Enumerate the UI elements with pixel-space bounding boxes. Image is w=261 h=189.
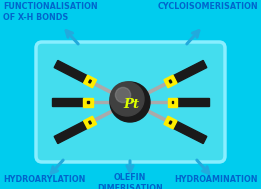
Polygon shape — [143, 101, 168, 103]
Polygon shape — [173, 121, 207, 144]
Polygon shape — [128, 99, 132, 105]
Polygon shape — [84, 75, 97, 88]
Polygon shape — [172, 101, 174, 103]
Polygon shape — [93, 101, 117, 103]
Polygon shape — [94, 107, 119, 121]
Text: Pt: Pt — [123, 98, 139, 111]
Polygon shape — [54, 60, 87, 83]
Polygon shape — [117, 100, 131, 111]
FancyBboxPatch shape — [36, 42, 225, 162]
Text: HYDROAMINATION: HYDROAMINATION — [175, 175, 258, 184]
Polygon shape — [141, 107, 167, 121]
Circle shape — [110, 82, 144, 116]
Circle shape — [110, 82, 150, 122]
Polygon shape — [169, 121, 172, 124]
Polygon shape — [84, 116, 97, 129]
Polygon shape — [54, 121, 87, 144]
Polygon shape — [129, 99, 143, 111]
Polygon shape — [89, 80, 91, 83]
Polygon shape — [129, 93, 143, 105]
Text: OLEFIN
DIMERISATION: OLEFIN DIMERISATION — [97, 173, 163, 189]
Polygon shape — [130, 99, 143, 105]
Polygon shape — [141, 83, 167, 97]
Polygon shape — [117, 93, 131, 105]
Polygon shape — [52, 98, 83, 106]
Polygon shape — [177, 98, 209, 106]
Polygon shape — [129, 99, 131, 105]
Polygon shape — [164, 116, 177, 129]
Polygon shape — [117, 99, 130, 105]
Polygon shape — [83, 98, 93, 106]
Polygon shape — [168, 98, 177, 106]
Polygon shape — [128, 99, 132, 105]
Polygon shape — [164, 75, 177, 88]
Polygon shape — [128, 99, 132, 105]
Polygon shape — [89, 121, 91, 124]
Polygon shape — [87, 101, 89, 103]
Text: HYDROARYLATION: HYDROARYLATION — [3, 175, 85, 184]
Polygon shape — [94, 83, 119, 97]
Text: FUNCTIONALISATION
OF X-H BONDS: FUNCTIONALISATION OF X-H BONDS — [3, 2, 98, 22]
Polygon shape — [173, 60, 207, 83]
Circle shape — [115, 87, 130, 103]
Polygon shape — [128, 99, 132, 105]
Text: CYCLOISOMERISATION: CYCLOISOMERISATION — [157, 2, 258, 11]
Polygon shape — [169, 80, 172, 83]
Polygon shape — [129, 99, 130, 105]
